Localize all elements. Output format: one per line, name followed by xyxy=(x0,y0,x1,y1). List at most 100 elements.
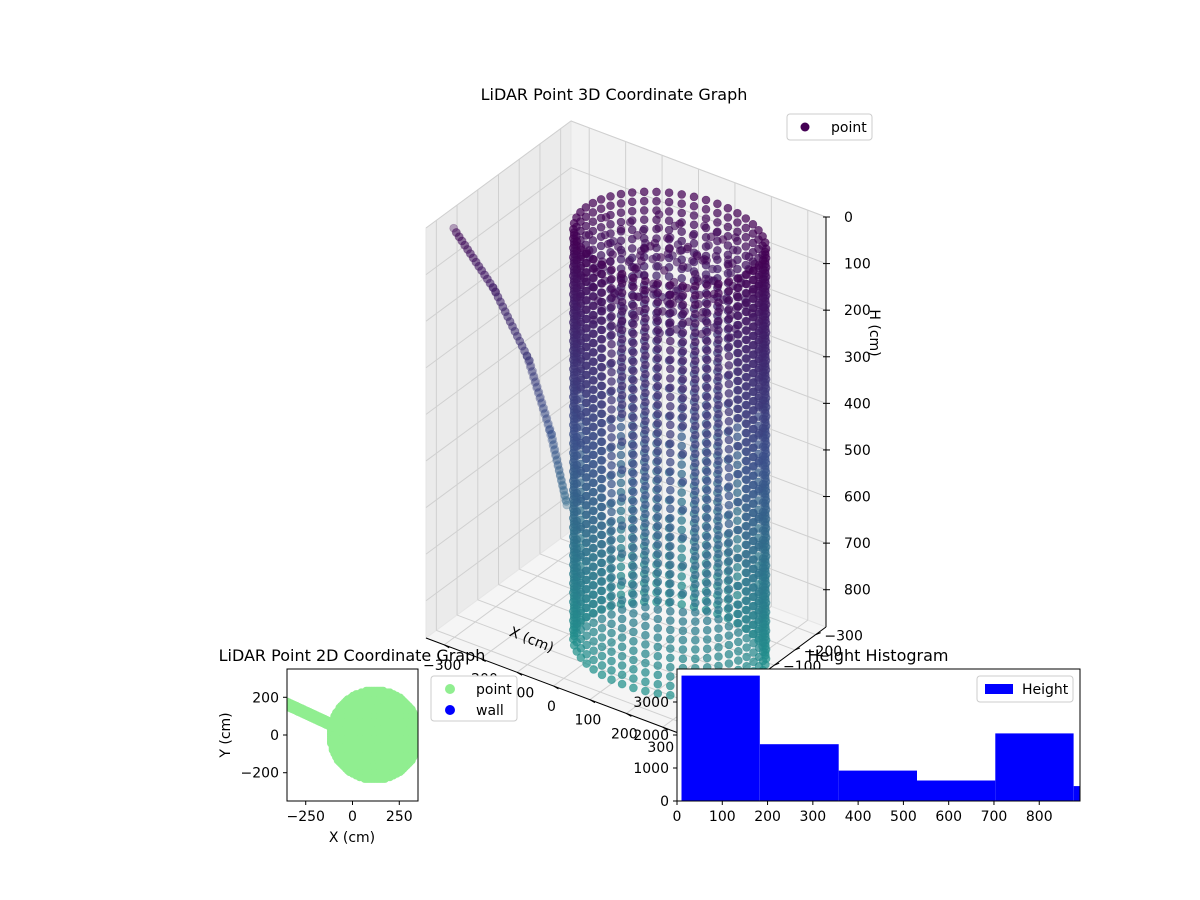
data-point-3d xyxy=(629,683,638,693)
data-point-3d xyxy=(589,385,598,395)
data-point-3d xyxy=(702,513,712,523)
data-point-3d xyxy=(617,372,627,381)
y-tick-label: 3000 xyxy=(633,695,669,711)
data-point-3d xyxy=(726,268,736,278)
data-point-3d xyxy=(733,656,743,665)
data-point-3d xyxy=(690,468,700,477)
data-point-3d xyxy=(491,287,500,297)
data-point-3d xyxy=(742,475,751,485)
data-point-3d xyxy=(589,273,598,283)
data-point-3d xyxy=(678,328,688,337)
data-point-3d xyxy=(510,327,520,336)
data-point-3d xyxy=(607,479,616,489)
data-point-3d xyxy=(641,286,650,295)
data-point-3d xyxy=(463,245,472,254)
data-point-3d xyxy=(617,633,627,642)
data-point-3d xyxy=(690,505,700,515)
data-point-3d xyxy=(665,327,675,337)
data-point-3d xyxy=(641,444,650,454)
data-point-3d xyxy=(572,507,582,517)
grid-line-h-side xyxy=(425,493,572,602)
data-point-3d xyxy=(665,355,675,365)
data-point-3d xyxy=(653,418,663,428)
data-point-3d xyxy=(597,381,607,391)
data-point-3d xyxy=(589,301,598,311)
data-point-3d xyxy=(702,411,712,421)
data-point-3d xyxy=(754,634,764,643)
data-point-3d xyxy=(589,562,598,572)
data-point-3d xyxy=(702,541,712,551)
data-point-3d xyxy=(678,626,688,636)
data-point-3d xyxy=(749,387,758,396)
histogram-bars xyxy=(681,675,1080,801)
x-tick-label: 0 xyxy=(547,699,556,715)
data-point-3d xyxy=(724,612,734,622)
data-point-3d xyxy=(616,478,626,488)
data-point-3d xyxy=(690,430,700,440)
data-point-3d xyxy=(733,292,743,302)
data-point-3d xyxy=(653,493,663,503)
data-point-3d xyxy=(690,570,700,580)
data-point-3d xyxy=(588,236,598,245)
data-point-3d xyxy=(597,418,607,428)
data-point-3d xyxy=(702,504,712,514)
x-tick-label: 500 xyxy=(890,809,917,825)
data-point-3d xyxy=(665,532,675,542)
data-point-3d xyxy=(749,573,758,583)
data-point-3d xyxy=(742,587,751,596)
data-point-3d xyxy=(758,526,768,535)
data-point-3d xyxy=(542,414,552,423)
data-point-3d xyxy=(465,249,475,258)
data-point-3d xyxy=(749,564,758,574)
data-point-3d xyxy=(629,543,638,553)
data-point-3d xyxy=(690,309,700,319)
data-point-3d xyxy=(665,569,675,579)
data-point-3d xyxy=(653,633,663,642)
data-point-3d xyxy=(724,547,734,557)
data-point-3d xyxy=(597,390,607,400)
data-point-3d xyxy=(629,459,638,469)
data-point-3d xyxy=(589,618,598,628)
data-point-3d xyxy=(582,389,591,398)
data-point-3d xyxy=(589,422,598,432)
data-point-3d xyxy=(589,338,598,348)
data-point-3d xyxy=(512,331,522,341)
data-point-3d xyxy=(616,199,626,208)
data-point-3d xyxy=(702,439,712,449)
data-point-3d xyxy=(457,236,467,246)
data-point-3d xyxy=(665,597,675,607)
data-point-3d xyxy=(641,621,650,631)
data-point-3d xyxy=(607,498,616,508)
y-tick-label: −300 xyxy=(824,629,862,645)
data-point-3d xyxy=(702,476,712,486)
data-point-3d xyxy=(724,463,734,473)
data-point-3d xyxy=(677,488,687,497)
data-point-3d xyxy=(749,582,758,592)
data-point-3d xyxy=(665,504,675,514)
data-point-3d xyxy=(749,629,758,639)
data-point-3d xyxy=(629,338,638,348)
data-point-3d xyxy=(641,472,650,482)
data-point-3d xyxy=(572,404,582,414)
data-point-3d xyxy=(677,544,687,553)
data-point-3d xyxy=(749,284,758,294)
data-point-3d xyxy=(617,614,627,624)
data-point-3d xyxy=(678,607,688,617)
data-point-3d xyxy=(724,510,734,519)
chart-3d: LiDAR Point 3D Coordinate Graph −300−200… xyxy=(423,85,882,756)
data-point-3d xyxy=(678,533,688,542)
chart-2d-title: LiDAR Point 2D Coordinate Graph xyxy=(219,646,486,665)
data-point-3d xyxy=(597,521,607,531)
legend-label-point: point xyxy=(476,682,512,698)
data-point-3d xyxy=(677,460,687,469)
data-point-3d xyxy=(690,561,700,571)
data-point-3d xyxy=(607,293,616,303)
data-point-3d xyxy=(733,451,742,460)
data-point-3d xyxy=(617,670,627,680)
data-point-3d xyxy=(641,276,650,286)
data-point-3d xyxy=(553,461,563,471)
data-point-3d xyxy=(742,391,751,401)
data-point-3d xyxy=(468,253,478,263)
data-point-3d xyxy=(733,600,743,610)
data-point-3d xyxy=(742,410,751,419)
